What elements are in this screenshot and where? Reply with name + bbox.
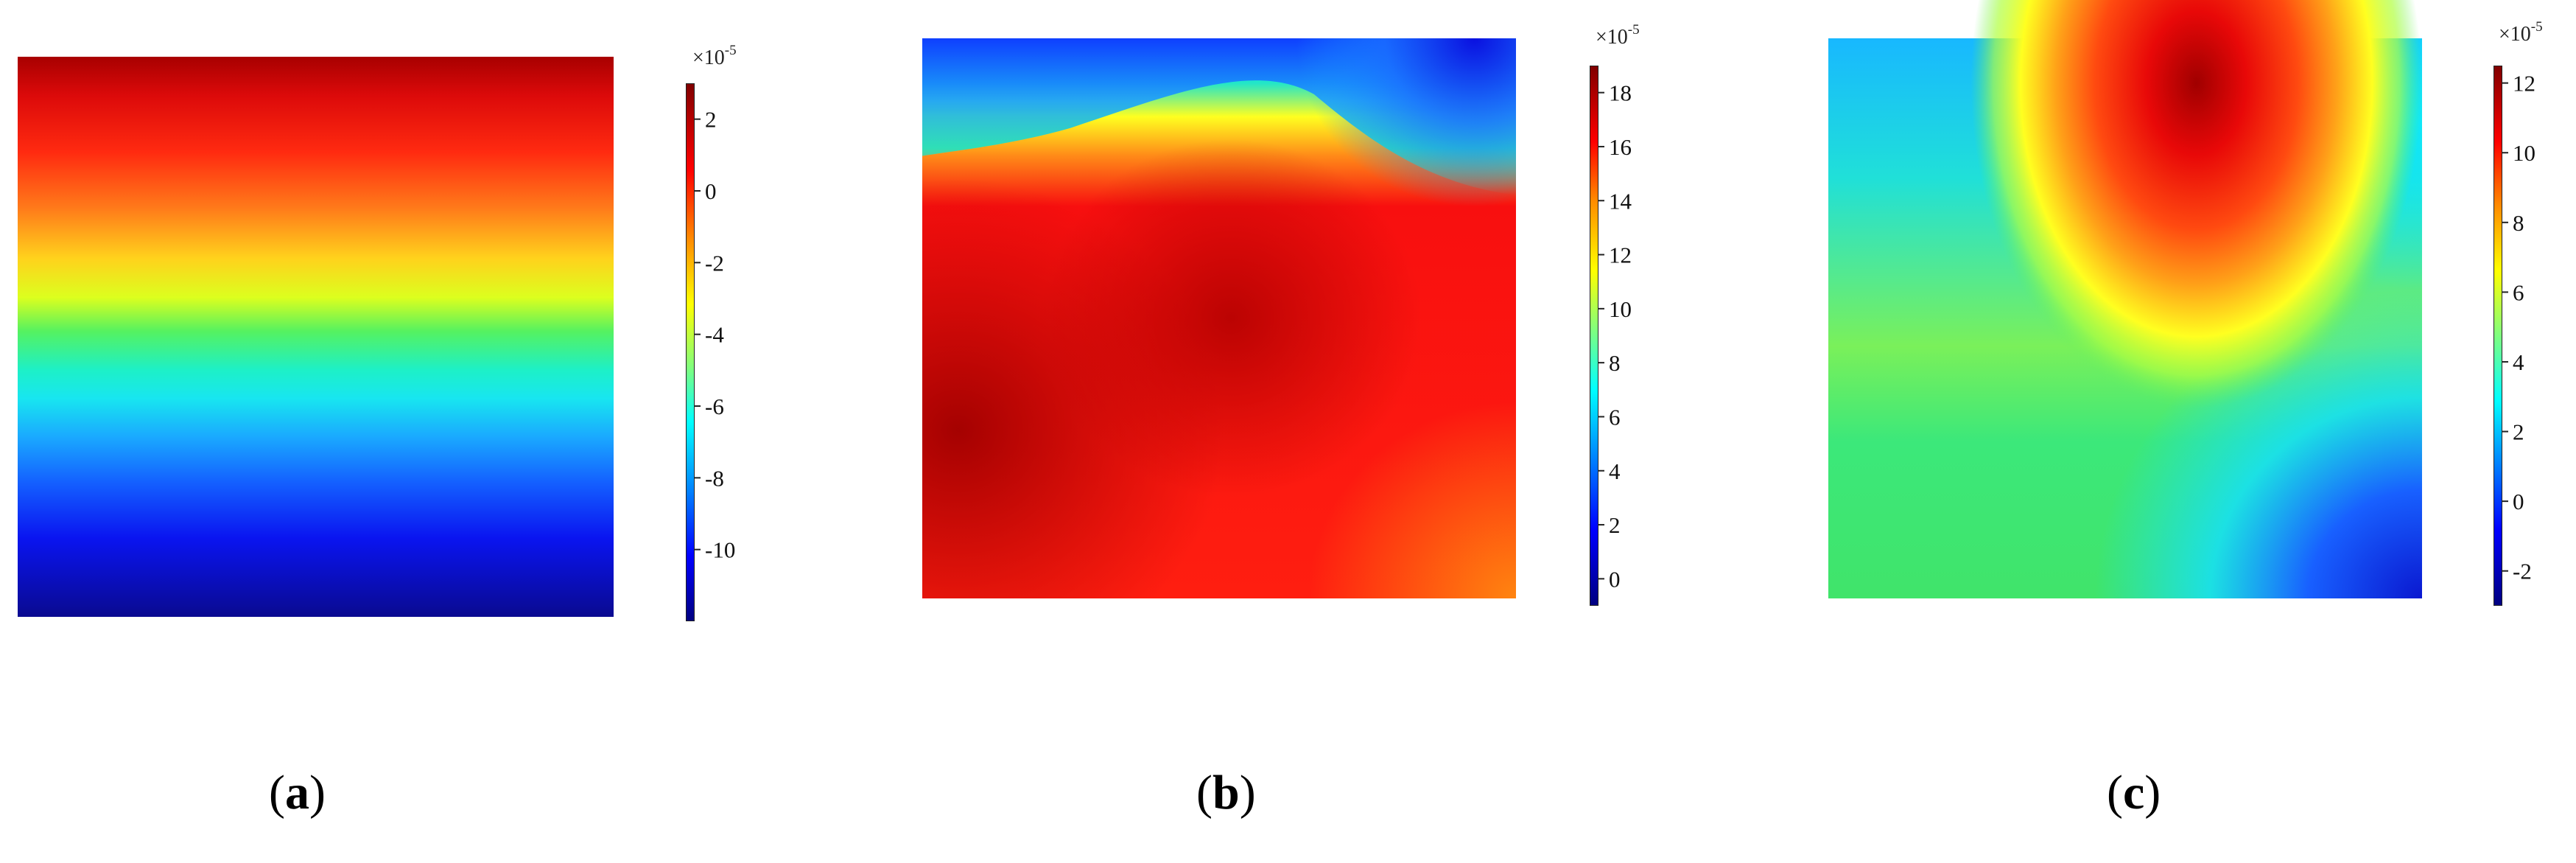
- colorbar-tick-label: 6: [1609, 404, 1621, 430]
- caption-c: (c): [2107, 766, 2161, 820]
- colorbar-b: [1590, 66, 1598, 606]
- colorbar-tick-label: 12: [1609, 242, 1632, 268]
- colorbar-tick-label: 16: [1609, 134, 1632, 160]
- caption-a: (a): [269, 766, 326, 820]
- colorbar-tick-label: -6: [705, 394, 724, 419]
- colorbar-tick-label: 0: [705, 178, 717, 204]
- colorbar-tick-label: 10: [1609, 296, 1632, 322]
- colorbar-tick-label: 2: [1609, 512, 1621, 538]
- colorbar-tick-label: 6: [2513, 279, 2524, 305]
- colorbar-tick-label: 2: [705, 107, 717, 133]
- colorbar-tick-label: 2: [2513, 419, 2524, 445]
- colorbar-tick-label: 0: [2513, 489, 2524, 514]
- colorbar-tick-label: 0: [1609, 566, 1621, 592]
- colorbar-tick-label: -10: [705, 537, 735, 563]
- heatmap-b: [922, 38, 1516, 598]
- colorbar-tick-label: 8: [1609, 350, 1621, 376]
- colorbar-tick-label: 10: [2513, 140, 2535, 166]
- colorbar-tick-label: -2: [705, 250, 724, 276]
- colorbar-exponent-a: ×10-5: [692, 43, 737, 69]
- caption-b: (b): [1196, 766, 1256, 820]
- colorbar-c: [2493, 66, 2502, 606]
- heatmap-c: [1828, 0, 2422, 598]
- colorbar-exponent-c: ×10-5: [2499, 19, 2543, 46]
- colorbar-tick-label: -4: [705, 322, 724, 348]
- colorbar-tick-label: 14: [1609, 188, 1632, 214]
- heatmap-a: [18, 57, 614, 617]
- colorbar-tick-label: 8: [2513, 210, 2524, 236]
- colorbar-tick-label: -8: [705, 465, 724, 491]
- colorbar-tick-label: 4: [2513, 349, 2524, 375]
- colorbar-tick-label: -2: [2513, 559, 2532, 584]
- colorbar-a: [686, 83, 695, 621]
- colorbar-exponent-b: ×10-5: [1596, 22, 1640, 49]
- colorbar-tick-label: 18: [1609, 80, 1632, 106]
- colorbar-tick-label: 4: [1609, 458, 1621, 484]
- colorbar-tick-label: 12: [2513, 71, 2535, 97]
